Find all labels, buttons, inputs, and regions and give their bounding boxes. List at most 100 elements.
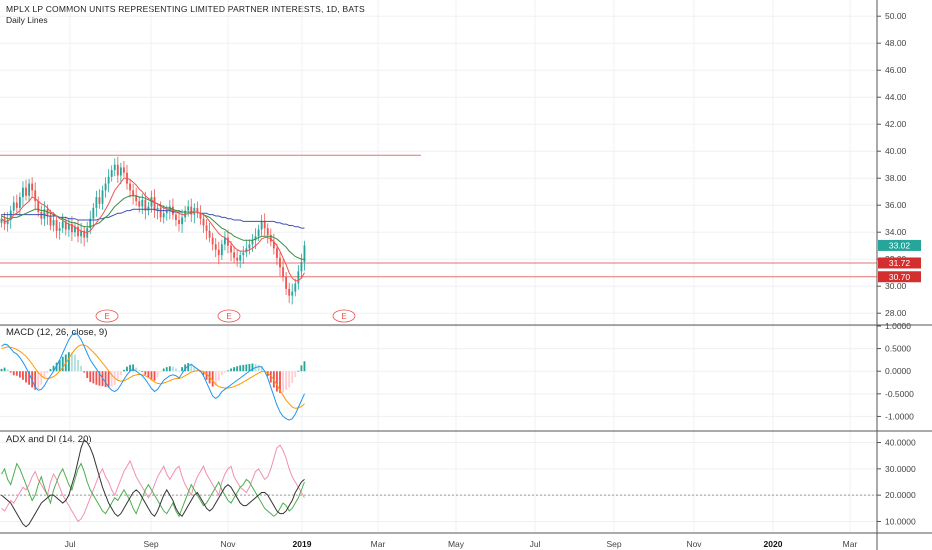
candle[interactable] [184,205,187,223]
candle[interactable] [227,229,229,254]
candle[interactable] [205,219,208,240]
candle[interactable] [58,221,61,240]
candle[interactable] [181,209,183,233]
time-axis-label: 2019 [293,539,312,549]
candle[interactable] [233,246,236,263]
candle[interactable] [266,223,269,244]
candle[interactable] [239,250,242,268]
candle[interactable] [144,191,147,220]
candle[interactable] [101,185,104,210]
candle[interactable] [199,205,202,225]
candle[interactable] [129,178,131,198]
candle[interactable] [104,177,107,198]
candle[interactable] [297,265,300,290]
candle[interactable] [98,189,101,209]
candle[interactable] [132,184,135,205]
candle[interactable] [153,189,156,219]
candle[interactable] [223,231,226,251]
candle[interactable] [61,213,64,233]
macd-histogram-bar [251,363,254,372]
candle[interactable] [70,216,73,241]
candle[interactable] [52,212,55,232]
candle[interactable] [74,222,76,237]
candle[interactable] [279,251,281,277]
macd-histogram-bar [168,366,171,372]
earnings-marker[interactable]: E [217,309,241,323]
candle[interactable] [95,190,98,217]
candle-body [25,187,27,196]
candle[interactable] [220,239,223,260]
candle[interactable] [285,272,288,295]
candle[interactable] [193,203,196,224]
candle[interactable] [12,196,15,216]
candle[interactable] [28,178,30,202]
candle[interactable] [187,200,190,217]
candle[interactable] [31,177,34,198]
candle[interactable] [22,181,24,206]
candle[interactable] [92,203,95,227]
macd-panel[interactable] [0,332,306,421]
candle[interactable] [80,222,83,244]
candle[interactable] [178,213,180,232]
candle[interactable] [196,201,199,219]
candle-body [162,213,165,218]
candle-body [89,218,92,229]
earnings-marker[interactable]: E [95,309,119,323]
candle[interactable] [110,165,113,182]
candle[interactable] [245,240,248,258]
candle[interactable] [40,205,43,225]
candle[interactable] [217,241,220,264]
adx-panel[interactable] [0,439,877,528]
candle[interactable] [248,239,251,255]
candle[interactable] [18,192,21,216]
candle[interactable] [123,161,125,178]
candle[interactable] [190,198,193,223]
candle[interactable] [269,228,272,247]
candle[interactable] [236,249,239,267]
candle[interactable] [276,243,278,266]
candle[interactable] [202,213,205,233]
earnings-marker[interactable]: E [332,309,356,323]
candle[interactable] [37,196,40,217]
candle[interactable] [300,253,303,279]
candle[interactable] [175,209,177,227]
candle[interactable] [135,187,138,206]
candle-body [70,224,73,233]
candle[interactable] [242,246,245,264]
candle[interactable] [260,215,263,236]
candle[interactable] [34,182,37,210]
candle[interactable] [230,240,232,262]
candle-body [291,291,294,296]
candle[interactable] [113,158,116,177]
candle[interactable] [147,201,150,216]
candle-body [251,240,254,245]
candle[interactable] [263,213,266,236]
candle[interactable] [291,283,294,305]
macd-histogram-bar [110,371,113,387]
candle[interactable] [83,226,86,247]
candle[interactable] [214,238,217,258]
candle-body [248,244,251,249]
candle[interactable] [9,205,12,229]
candle[interactable] [303,240,306,271]
candle[interactable] [116,156,119,183]
candle[interactable] [126,164,128,190]
macd-histogram-bar [266,371,269,377]
candle[interactable] [288,282,291,304]
candle[interactable] [25,179,27,201]
candle[interactable] [141,193,144,214]
candle[interactable] [282,259,284,282]
candle[interactable] [119,162,122,185]
candle[interactable] [257,224,260,241]
candle[interactable] [208,222,211,243]
candle[interactable] [55,215,58,239]
candle[interactable] [138,196,141,213]
candle[interactable] [156,203,159,220]
candle[interactable] [294,278,297,297]
candle[interactable] [15,194,18,214]
candle[interactable] [211,232,214,251]
candle[interactable] [107,168,110,193]
